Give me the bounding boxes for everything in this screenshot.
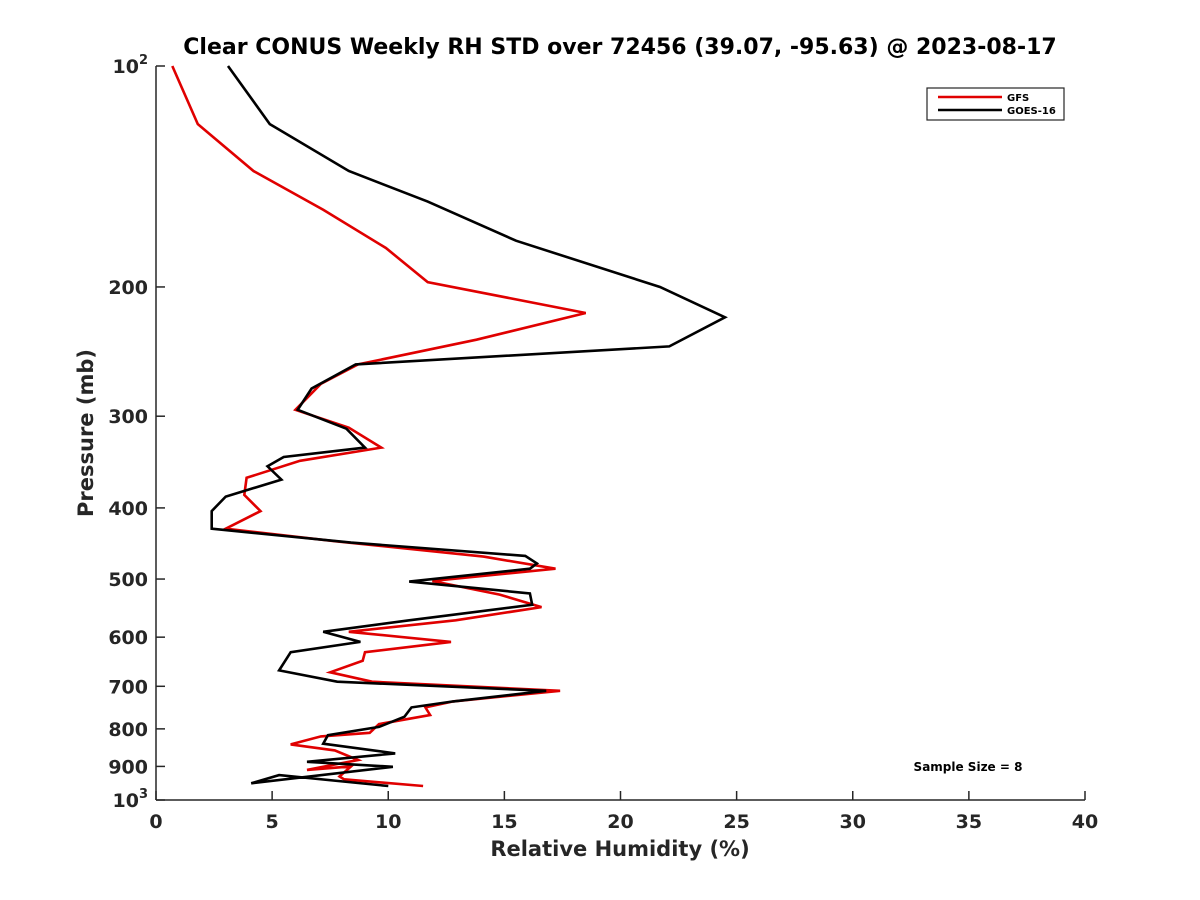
x-tick-label: 25 [723, 811, 749, 833]
y-tick-label: 103 [113, 787, 149, 812]
legend-box [926, 87, 1065, 121]
series-line-gfs [171, 65, 587, 788]
y-tick-label: 102 [113, 53, 149, 78]
chart-title: Clear CONUS Weekly RH STD over 72456 (39… [183, 35, 1056, 60]
legend-label-goes16: GOES-16 [1007, 106, 1056, 117]
x-tick-label: 20 [607, 811, 633, 833]
y-tick-label: 700 [108, 676, 148, 698]
x-tick-label: 0 [149, 811, 162, 833]
x-tick-label: 30 [840, 811, 866, 833]
legend-label-gfs: GFS [1007, 93, 1029, 104]
y-axis-label: Pressure (mb) [74, 349, 98, 517]
x-axis-label: Relative Humidity (%) [490, 837, 749, 861]
sample-size-annotation: Sample Size = 8 [914, 760, 1023, 774]
series-layer [171, 65, 728, 788]
y-tick-label: 500 [108, 569, 148, 591]
x-tick-label: 35 [956, 811, 982, 833]
x-tick-label: 5 [266, 811, 279, 833]
x-tick-label: 15 [491, 811, 517, 833]
y-tick-label: 600 [108, 627, 148, 649]
y-tick-label: 300 [108, 406, 148, 428]
y-tick-label: 900 [108, 756, 148, 778]
y-ticks: 102 200 300 400 500 600 700 800 900 103 [108, 53, 165, 812]
y-tick-label: 400 [108, 498, 148, 520]
series-line-goes16 [210, 65, 728, 788]
x-tick-label: 10 [375, 811, 401, 833]
y-tick-label: 800 [108, 719, 148, 741]
x-tick-label: 40 [1072, 811, 1098, 833]
legend: GFS GOES-16 [926, 87, 1065, 121]
x-ticks: 0 5 10 15 20 25 30 35 40 [149, 791, 1098, 833]
y-tick-label: 200 [108, 277, 148, 299]
